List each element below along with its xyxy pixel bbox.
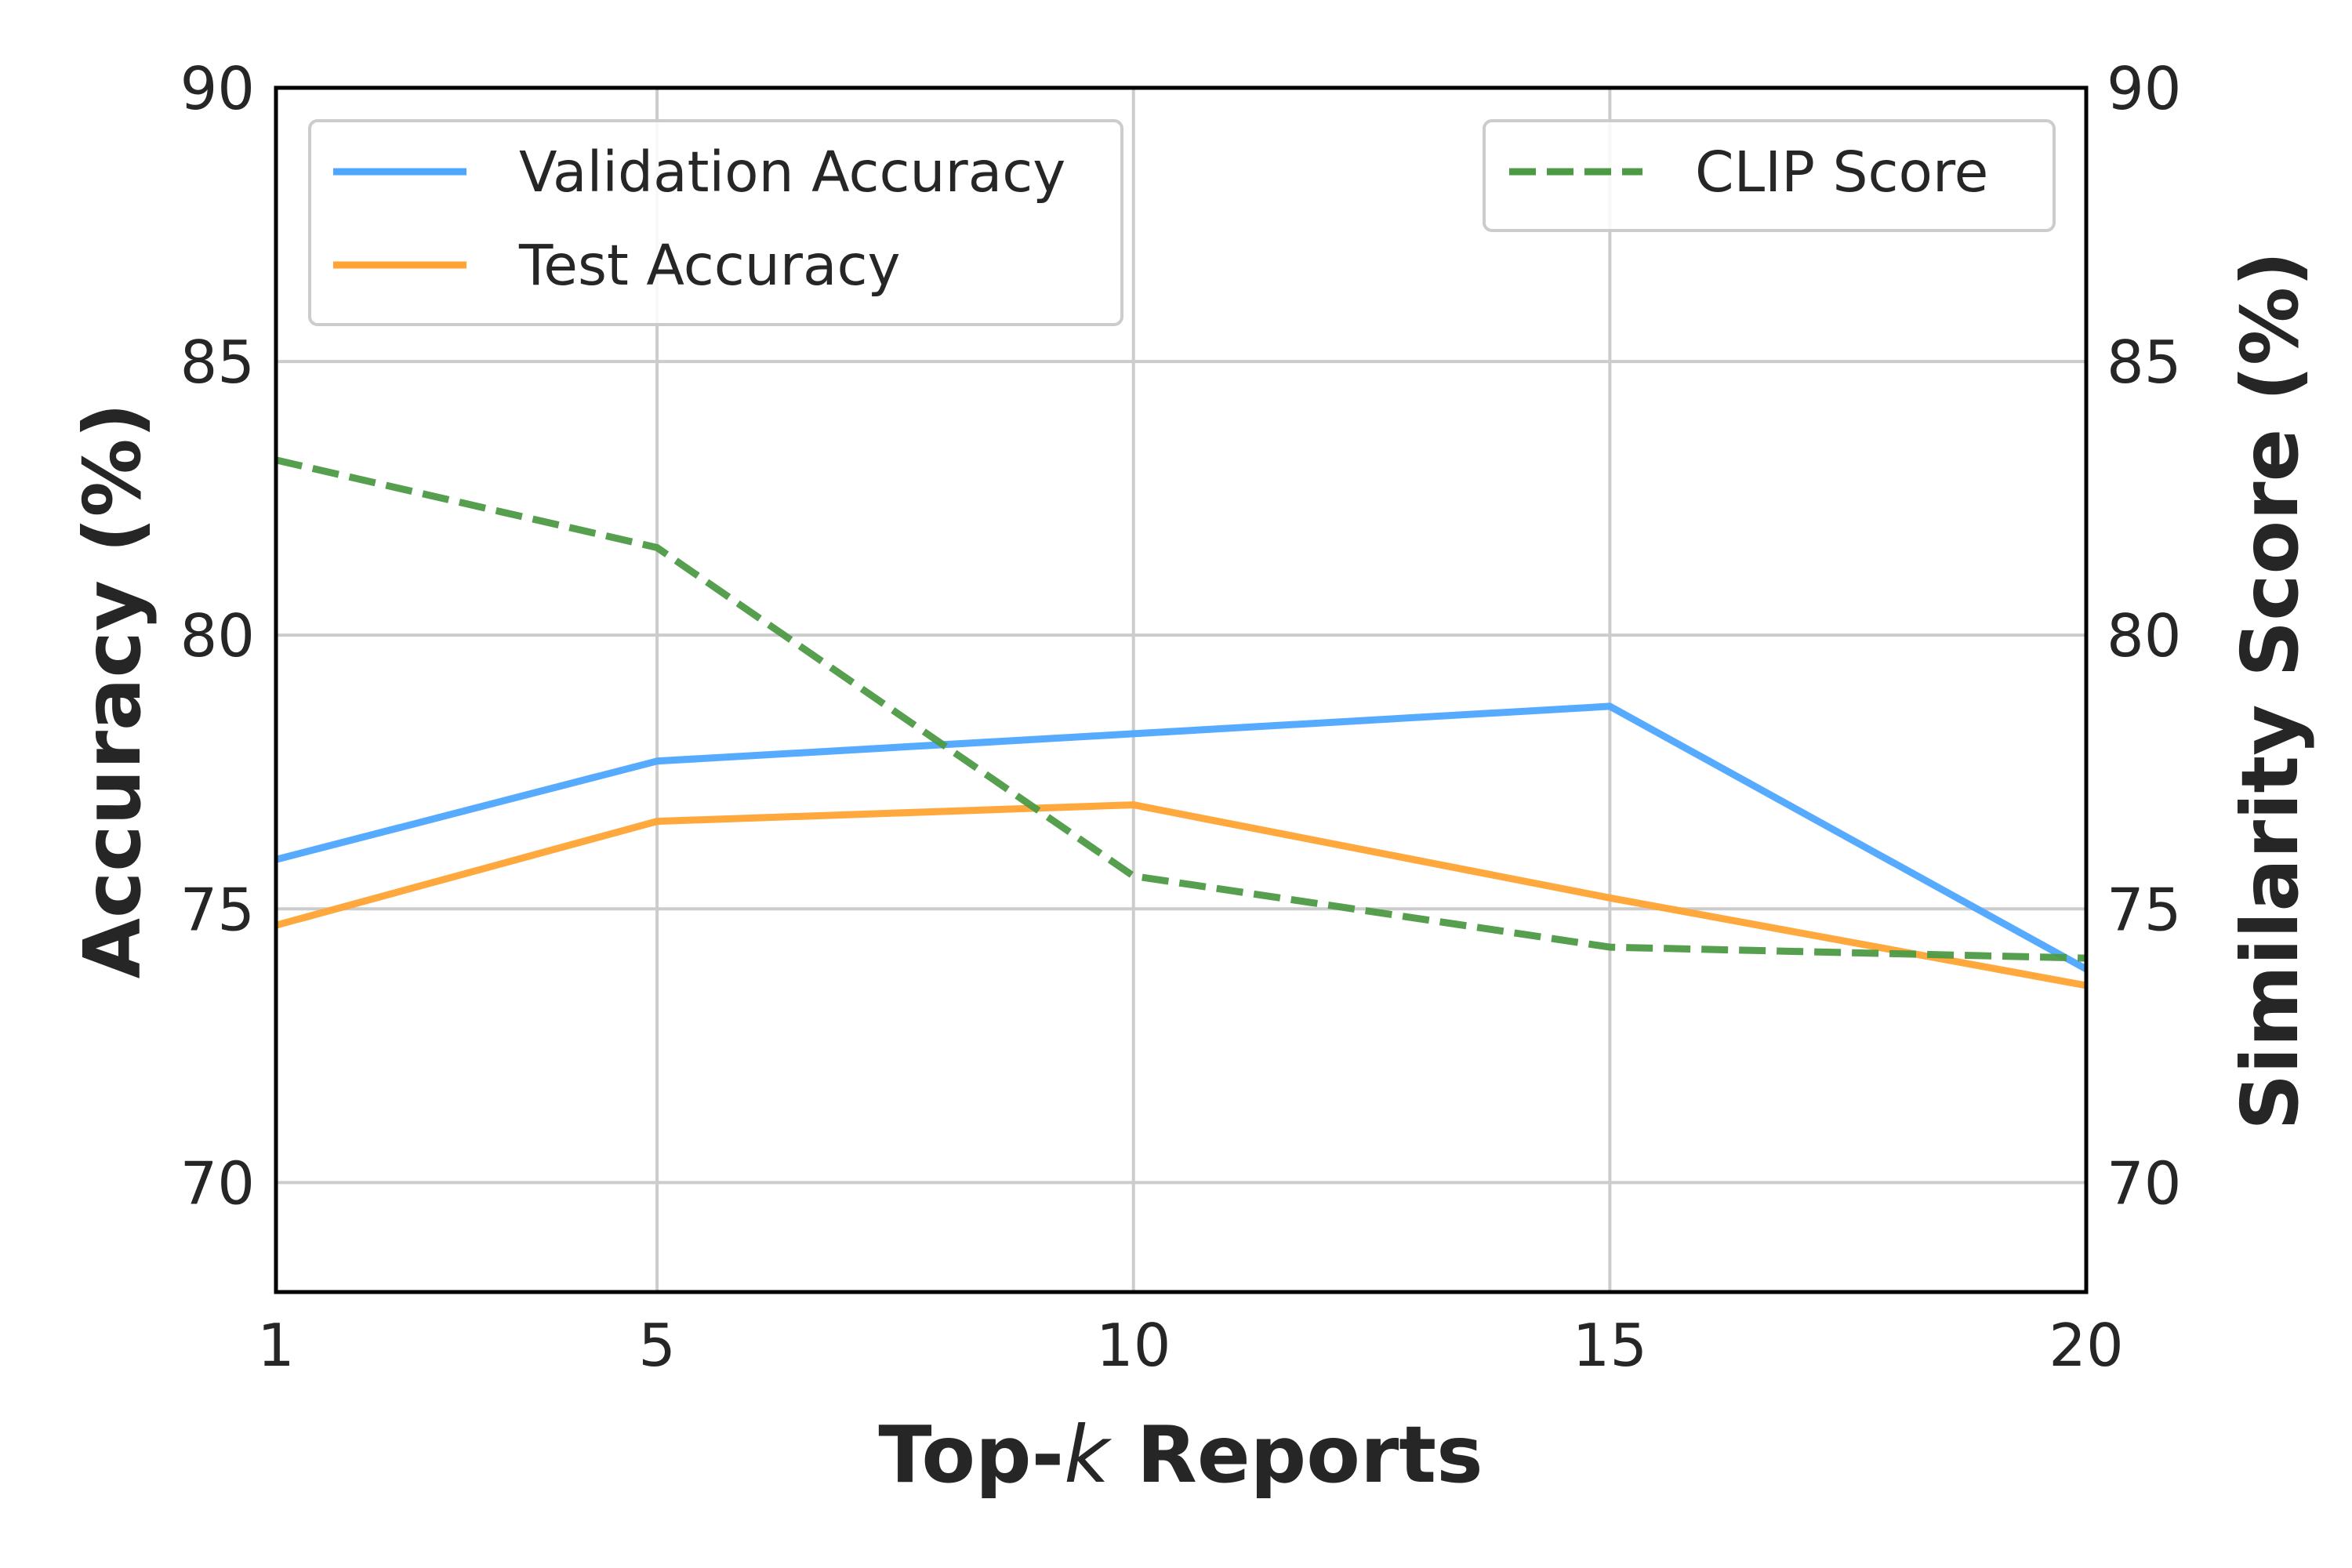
x-tick-label-3: 15 [1573,1311,1647,1380]
legend-label-clip-score: CLIP Score [1695,140,1988,205]
legend-label-test-accuracy: Test Accuracy [518,233,901,298]
x-tick-labels: 1 5 10 15 20 [257,1311,2124,1380]
y-left-tick-label-0: 70 [180,1149,255,1218]
series-line-validation-accuracy [274,702,2089,973]
x-tick-label-4: 20 [2049,1311,2123,1380]
y-right-tick-labels: 70 75 80 85 90 [2107,54,2181,1218]
legend-left: Validation Accuracy Test Accuracy [308,119,1123,326]
series-line-test-accuracy [274,801,2087,989]
y-left-tick-label-3: 85 [180,328,255,397]
x-tick-label-2: 10 [1096,1311,1171,1380]
y-right-tick-label-2: 80 [2107,601,2181,670]
y-right-tick-label-3: 85 [2107,328,2181,397]
series-lines [274,456,2089,989]
legend-left-box [308,119,1123,326]
x-tick-label-1: 5 [638,1311,676,1380]
x-axis-label: Top-k Reports [878,1409,1483,1501]
y-left-tick-label-4: 90 [180,54,255,123]
x-tick-label-0: 1 [257,1311,295,1380]
y-right-tick-label-1: 75 [2107,875,2181,944]
y-left-tick-label-2: 80 [180,601,255,670]
legend-right-box [1483,119,2056,232]
y-left-tick-label-1: 75 [180,875,255,944]
y-left-tick-labels: 70 75 80 85 90 [180,54,255,1218]
legend-label-validation-accuracy: Validation Accuracy [519,140,1065,205]
legend-right: CLIP Score [1483,119,2056,232]
y-right-tick-label-4: 90 [2107,54,2181,123]
y-right-tick-label-0: 70 [2107,1149,2181,1218]
plot-frame [274,85,2089,1294]
y-right-axis-label: Similarity Score (%) [2224,251,2316,1130]
y-left-axis-label: Accuracy (%) [67,403,158,979]
